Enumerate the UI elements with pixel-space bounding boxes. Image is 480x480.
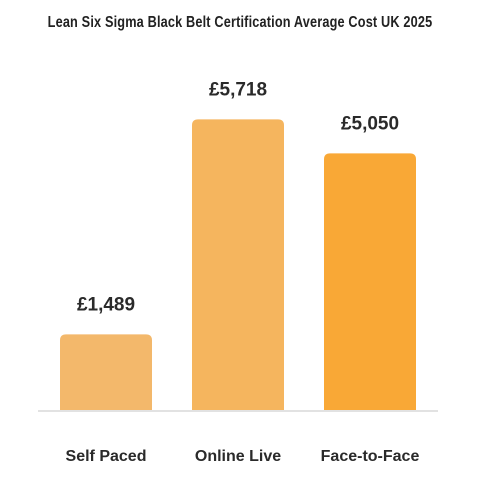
category-label: Self Paced: [66, 448, 147, 465]
bar-online-live: [192, 119, 284, 410]
category-label: Face-to-Face: [321, 448, 420, 465]
value-label: £1,489: [77, 294, 135, 315]
bars-group: [60, 119, 416, 410]
value-label: £5,050: [341, 113, 399, 134]
category-labels-group: Self Paced Online Live Face-to-Face: [66, 448, 420, 465]
bar-face-to-face: [324, 153, 416, 410]
category-label: Online Live: [195, 448, 281, 465]
chart-title: Lean Six Sigma Black Belt Certification …: [47, 14, 433, 31]
value-label: £5,718: [209, 79, 267, 100]
value-labels-group: £1,489 £5,718 £5,050: [77, 79, 399, 315]
bar-self-paced: [60, 334, 152, 410]
